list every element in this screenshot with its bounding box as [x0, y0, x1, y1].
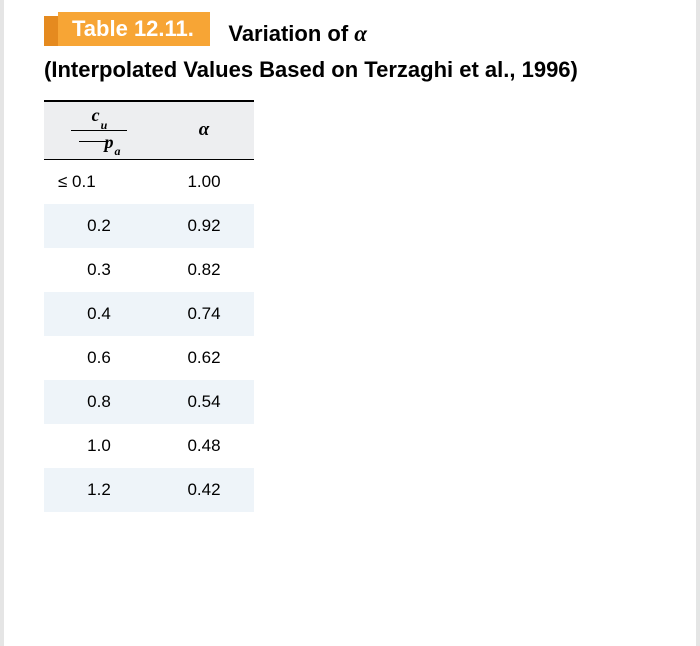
- accent-bar: [44, 16, 58, 46]
- denominator-sub: a: [115, 144, 121, 158]
- variation-of-alpha-table: cu pa α ≤ 0.11.000.20.920.30.820.40.740.…: [44, 100, 254, 512]
- cell-alpha: 0.74: [154, 292, 254, 336]
- cell-ratio: 1.2: [44, 468, 154, 512]
- cell-ratio: 1.0: [44, 424, 154, 468]
- table-number-label: Table 12.11.: [58, 12, 210, 46]
- column-header-alpha: α: [154, 101, 254, 159]
- cell-alpha: 0.82: [154, 248, 254, 292]
- ratio-fraction-label: cu pa: [71, 106, 127, 154]
- cell-ratio: 0.3: [44, 248, 154, 292]
- table-row: 0.40.74: [44, 292, 254, 336]
- column-header-ratio: cu pa: [44, 101, 154, 159]
- title-block: Table 12.11. Variation of α (Interpolate…: [44, 12, 666, 86]
- table-row: 0.80.54: [44, 380, 254, 424]
- cell-alpha: 0.62: [154, 336, 254, 380]
- cell-alpha: 0.92: [154, 204, 254, 248]
- cell-ratio: ≤ 0.1: [44, 159, 154, 204]
- cell-ratio: 0.4: [44, 292, 154, 336]
- table-title: Variation of α: [228, 21, 367, 46]
- title-alpha-symbol: α: [354, 21, 367, 46]
- page-container: Table 12.11. Variation of α (Interpolate…: [0, 0, 700, 646]
- table-row: 0.60.62: [44, 336, 254, 380]
- cell-alpha: 0.54: [154, 380, 254, 424]
- cell-alpha: 0.48: [154, 424, 254, 468]
- numerator-sub: u: [101, 118, 108, 132]
- table-label-wrap: Table 12.11.: [44, 12, 210, 46]
- cell-alpha: 0.42: [154, 468, 254, 512]
- table-row: 1.20.42: [44, 468, 254, 512]
- table-head: cu pa α: [44, 101, 254, 159]
- table-row: 1.00.48: [44, 424, 254, 468]
- cell-ratio: 0.6: [44, 336, 154, 380]
- cell-ratio: 0.2: [44, 204, 154, 248]
- table-row: 0.20.92: [44, 204, 254, 248]
- table-row: ≤ 0.11.00: [44, 159, 254, 204]
- table-subtitle: (Interpolated Values Based on Terzaghi e…: [44, 53, 666, 86]
- cell-ratio: 0.8: [44, 380, 154, 424]
- title-prefix: Variation of: [228, 21, 354, 46]
- table-body: ≤ 0.11.000.20.920.30.820.40.740.60.620.8…: [44, 159, 254, 512]
- table-row: 0.30.82: [44, 248, 254, 292]
- cell-alpha: 1.00: [154, 159, 254, 204]
- numerator-var: c: [92, 105, 100, 125]
